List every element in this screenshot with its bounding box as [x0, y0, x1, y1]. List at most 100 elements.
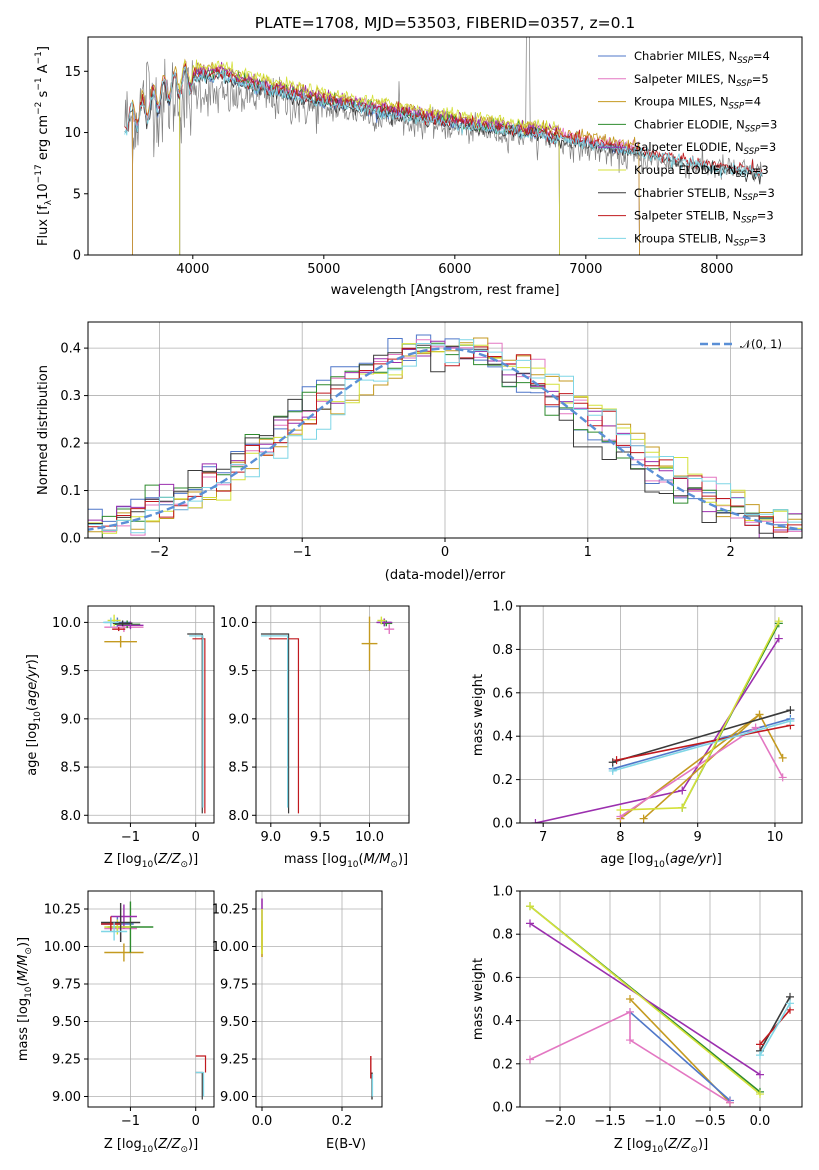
- legend-entry: Salpeter MILES, NSSP=5: [634, 72, 769, 89]
- y-tick-label: 9.50: [52, 1015, 81, 1030]
- y-tick-label: 0.2: [492, 773, 513, 788]
- age-mass-young-component: [268, 638, 300, 814]
- legend-entry: Chabrier MILES, NSSP=4: [634, 49, 770, 66]
- weight-z-marker: [756, 1090, 764, 1099]
- label-part: )]: [712, 852, 722, 867]
- legend-subscript: SSP: [729, 102, 745, 112]
- y-tick-label: 8.5: [228, 761, 249, 776]
- y-tick-label: 1.0: [492, 885, 513, 900]
- label-part: −1: [34, 51, 44, 64]
- label-part: )]: [16, 937, 31, 947]
- x-tick-label: 0.0: [750, 1114, 771, 1129]
- label-part: 10: [142, 860, 154, 870]
- axes-frame: [519, 890, 803, 1108]
- weight-z-line: [529, 905, 761, 1095]
- legend-count: =4: [744, 95, 761, 109]
- x-tick-label: 4000: [176, 262, 209, 277]
- weight-age-marker: [774, 634, 783, 643]
- label-part: age [log: [25, 723, 40, 776]
- weight-age-marker: [678, 786, 687, 795]
- legend-subscript: SSP: [734, 238, 750, 248]
- y-tick-label: 0.3: [60, 389, 81, 404]
- label-part: (: [153, 1137, 158, 1152]
- weight-age-marker: [612, 756, 621, 765]
- plot-area: [88, 891, 214, 1107]
- label-part: )]: [25, 654, 40, 664]
- x-axis-label: E(B-V): [326, 1137, 366, 1152]
- legend-subscript: SSP: [741, 216, 757, 226]
- label-part: )]: [188, 1137, 198, 1152]
- axes-frame: [87, 605, 215, 824]
- x-tick-label: 0.0: [252, 1114, 273, 1129]
- histogram-series: [88, 344, 802, 534]
- weight-age-marker: [608, 758, 617, 767]
- legend-count: =3: [760, 117, 777, 131]
- y-tick-label: 5: [73, 187, 81, 202]
- axes-frame: [87, 36, 803, 256]
- legend-series-name: Salpeter STELIB, N: [634, 209, 741, 223]
- x-tick-label: 9: [694, 830, 702, 845]
- label-part: (: [359, 852, 364, 867]
- weight-age-marker: [616, 805, 625, 814]
- label-part: (: [25, 706, 40, 711]
- label-part: age [log: [600, 852, 653, 867]
- label-part: M/M: [364, 852, 391, 867]
- axes-frame: [519, 605, 803, 824]
- legend-count: =5: [752, 72, 769, 86]
- y-tick-label: 9.75: [52, 978, 81, 993]
- weight-age-marker: [786, 706, 795, 715]
- weight-z-marker: [526, 919, 534, 928]
- label-part: mass [log: [284, 852, 347, 867]
- y-axis-label: Normed distribution: [36, 365, 51, 495]
- weight-z-marker: [786, 999, 794, 1008]
- x-axis-label: (data-model)/error: [385, 568, 506, 583]
- y-tick-label: 8.0: [60, 809, 81, 824]
- y-tick-label: 0.8: [492, 928, 513, 943]
- y-tick-label: 0.6: [492, 971, 513, 986]
- mass-z-young-component: [195, 1071, 203, 1100]
- x-tick-label: −2.0: [544, 1114, 576, 1129]
- x-tick-label: 0: [192, 830, 200, 845]
- age-vs-mass-panel: 9.0 9.5 10.0 8.0 8.5 9.0 9.5 10.0 mass [log10(M/…: [220, 605, 410, 870]
- series-line-kroupa-stelib: [124, 66, 763, 178]
- y-tick-label: 0.0: [492, 817, 513, 832]
- y-tick-label: 9.0: [60, 712, 81, 727]
- weight-z-marker: [756, 1051, 764, 1060]
- legend-count: =3: [758, 186, 775, 200]
- label-part: (: [663, 1137, 668, 1152]
- y-tick-label: 9.00: [220, 1090, 249, 1105]
- histogram-series: [88, 337, 802, 535]
- label-part: ⊙: [690, 1145, 698, 1155]
- label-part: −1: [34, 77, 44, 90]
- weight-z-line: [529, 922, 761, 1076]
- plot-area: [520, 891, 802, 1107]
- label-part: Z/Z: [157, 1137, 181, 1152]
- y-tick-label: 0.1: [60, 484, 81, 499]
- label-part: 10: [653, 860, 665, 870]
- y-tick-label: 9.75: [220, 978, 249, 993]
- y-tick-label: 8.5: [60, 761, 81, 776]
- legend-entry: Chabrier STELIB, NSSP=3: [634, 186, 775, 203]
- weight-z-marker: [756, 1070, 764, 1079]
- label-part: ⊙: [180, 1145, 188, 1155]
- label-part: age/yr: [670, 852, 713, 867]
- weight-age-marker: [678, 803, 687, 812]
- weight-age-marker: [778, 773, 787, 782]
- legend-series-name: Chabrier STELIB, N: [634, 186, 742, 200]
- legend-entry: Kroupa ELODIE, NSSP=3: [634, 163, 769, 180]
- label-part: Z/Z: [667, 1137, 691, 1152]
- label-part: ⊙: [24, 947, 34, 955]
- y-tick-label: 0.4: [60, 342, 81, 357]
- y-axis-label: Flux [fλ10−17 erg cm−2 s−1 A−1]: [34, 46, 54, 246]
- weight-z-marker: [726, 1098, 734, 1107]
- axes-frame: [87, 321, 803, 539]
- x-tick-label: 0: [192, 1114, 200, 1129]
- weight-z-marker: [526, 1055, 534, 1064]
- label-part: )]: [188, 852, 198, 867]
- legend-entry: Salpeter STELIB, NSSP=3: [634, 209, 774, 226]
- y-tick-label: 10.25: [212, 903, 249, 918]
- y-tick-label: 9.5: [60, 664, 81, 679]
- label-part: 10: [33, 711, 43, 723]
